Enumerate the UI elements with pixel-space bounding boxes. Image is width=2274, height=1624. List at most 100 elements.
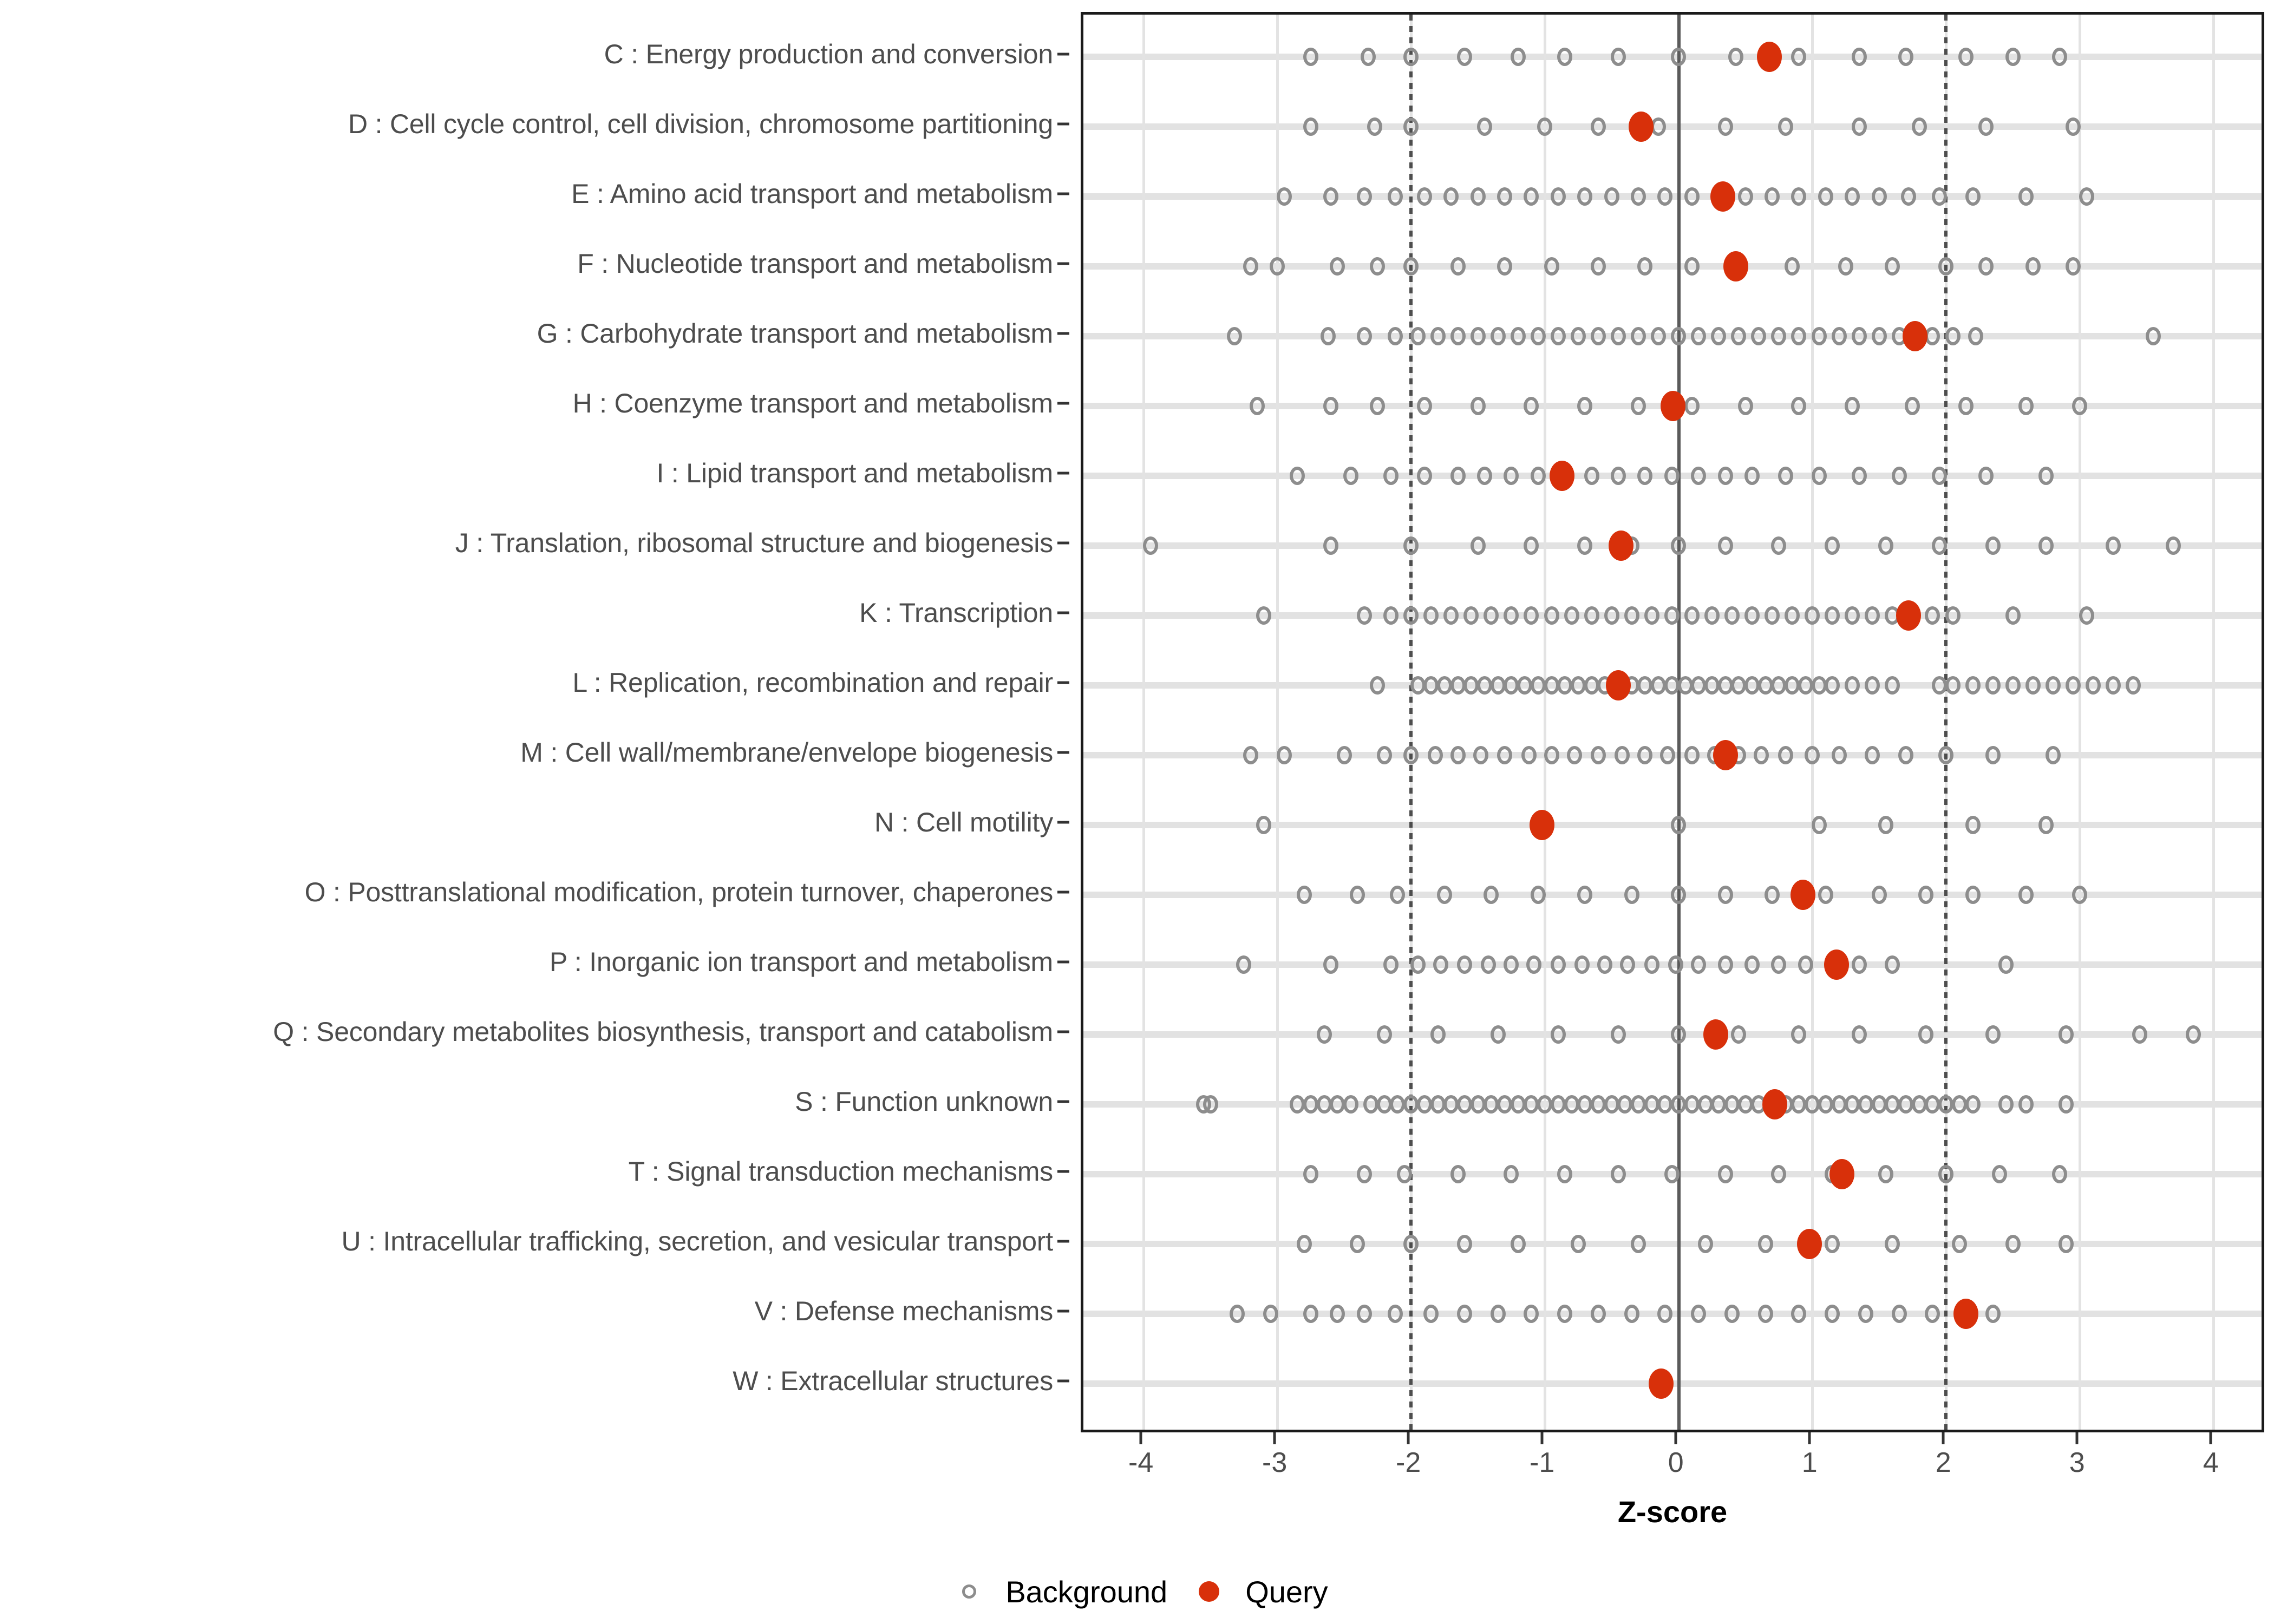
x-gridline [1677, 15, 1681, 1430]
background-point [1885, 1235, 1900, 1253]
background-point [2005, 1235, 2021, 1253]
background-point [1785, 606, 1800, 625]
query-point[interactable] [1829, 1159, 1854, 1189]
background-point [1370, 397, 1386, 415]
row-gridline [1083, 1241, 2262, 1247]
y-axis-tick [1057, 960, 1069, 964]
background-point [1691, 955, 1707, 974]
background-point [1504, 1165, 1519, 1183]
background-point [2025, 257, 2041, 276]
background-point [1370, 257, 1386, 276]
query-point[interactable] [1762, 1089, 1788, 1119]
background-point [2005, 676, 2021, 695]
background-point [1236, 955, 1252, 974]
background-point [1367, 117, 1383, 136]
y-axis-tick [1057, 611, 1069, 614]
background-point [1660, 746, 1676, 764]
background-point [1481, 955, 1497, 974]
background-point [1851, 467, 1867, 485]
background-point [1891, 467, 1907, 485]
background-point [1985, 1305, 2001, 1323]
y-axis-tick-label: O : Posttranslational modification, prot… [304, 877, 1054, 907]
background-point [1938, 746, 1954, 764]
background-point [1791, 1025, 1807, 1044]
background-point [2105, 536, 2121, 555]
background-point [2146, 327, 2161, 345]
query-point[interactable] [1606, 670, 1631, 700]
query-point[interactable] [1953, 1299, 1979, 1329]
background-point [1901, 187, 1917, 206]
query-point[interactable] [1797, 1229, 1822, 1259]
reference-line [1944, 15, 1948, 1430]
background-point [1818, 886, 1833, 904]
background-point [1604, 187, 1619, 206]
query-point[interactable] [1723, 251, 1749, 281]
query-point[interactable] [1703, 1019, 1729, 1050]
background-point [1387, 1305, 1403, 1323]
background-point [1998, 1095, 2014, 1114]
x-axis-tick [1540, 1432, 1544, 1444]
query-point[interactable] [1903, 321, 1928, 351]
background-point [1383, 467, 1399, 485]
background-point [1550, 1025, 1566, 1044]
x-axis-tick [2209, 1432, 2212, 1444]
query-point[interactable] [1649, 1368, 1674, 1399]
background-point [1590, 746, 1606, 764]
background-point [2052, 48, 2068, 66]
background-point [1356, 1305, 1372, 1323]
query-point[interactable] [1710, 181, 1735, 212]
background-point [2166, 536, 2181, 555]
background-point [1631, 397, 1646, 415]
background-point [1427, 746, 1443, 764]
background-point [1470, 397, 1486, 415]
background-point [1965, 886, 1981, 904]
background-point [1356, 606, 1372, 625]
background-point [1524, 606, 1539, 625]
background-point [1303, 1165, 1318, 1183]
background-point [1564, 606, 1579, 625]
background-point [1978, 467, 1994, 485]
query-point[interactable] [1896, 600, 1922, 631]
background-point [1744, 467, 1760, 485]
background-point [1343, 467, 1358, 485]
background-point [1958, 48, 1974, 66]
background-point [1671, 327, 1687, 345]
y-axis-tick-label: H : Coenzyme transport and metabolism [572, 388, 1054, 418]
background-point [1530, 886, 1546, 904]
x-axis-tick [2075, 1432, 2079, 1444]
query-point[interactable] [1713, 740, 1738, 770]
background-point [2045, 746, 2061, 764]
background-point [1878, 536, 1894, 555]
query-point[interactable] [1629, 112, 1654, 142]
background-point [1791, 327, 1807, 345]
y-axis-tick [1057, 890, 1069, 894]
query-point[interactable] [1790, 880, 1815, 910]
query-point[interactable] [1757, 42, 1782, 72]
background-point [1978, 117, 1994, 136]
background-point [1410, 327, 1426, 345]
background-point [1436, 886, 1452, 904]
background-point [1456, 48, 1472, 66]
background-point [1577, 187, 1593, 206]
background-point [1450, 1165, 1466, 1183]
background-point [1805, 606, 1820, 625]
background-point [1470, 187, 1486, 206]
y-axis-labels: C : Energy production and conversion D : … [0, 0, 1069, 1462]
background-point [1550, 327, 1566, 345]
background-point [1490, 1025, 1506, 1044]
background-point [1566, 746, 1582, 764]
query-point[interactable] [1530, 810, 1555, 840]
open-circle-icon [946, 1568, 992, 1615]
legend-item-query[interactable]: Query [1186, 1568, 1328, 1615]
background-point [2186, 1025, 2201, 1044]
legend-item-background[interactable]: Background [946, 1568, 1167, 1615]
query-point[interactable] [1661, 391, 1686, 421]
background-point [1778, 467, 1793, 485]
plot-panel [1081, 12, 2264, 1432]
query-point[interactable] [1824, 949, 1849, 980]
background-point [1905, 397, 1920, 415]
query-point[interactable] [1550, 461, 1575, 491]
y-axis-tick [1057, 53, 1069, 56]
background-point [1524, 536, 1539, 555]
query-point[interactable] [1608, 531, 1633, 561]
